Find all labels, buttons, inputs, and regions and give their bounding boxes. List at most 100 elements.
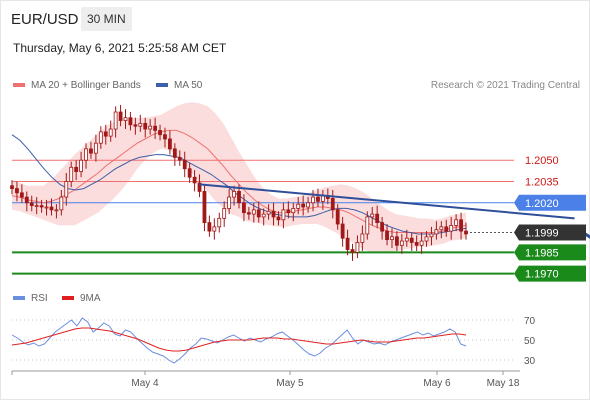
candle-body	[163, 134, 167, 140]
candle-body	[168, 138, 172, 150]
candle-body	[464, 230, 468, 235]
candle-body	[404, 237, 409, 242]
candle-body	[276, 216, 281, 221]
legend-ma50: MA 50	[156, 80, 202, 91]
candle-body	[74, 166, 79, 172]
candle-body	[281, 209, 286, 221]
candle-body	[424, 236, 429, 242]
x-tick-label: May 18	[487, 378, 520, 389]
candle-body	[34, 205, 39, 207]
level-tag-1.1985	[514, 244, 586, 261]
candle-body	[414, 242, 419, 246]
candle-body	[192, 176, 197, 184]
candle-body	[172, 148, 177, 158]
candle-body	[335, 209, 340, 225]
candle-body	[54, 209, 59, 212]
candle-body	[29, 202, 34, 206]
candle-body	[380, 222, 385, 232]
candle-body	[439, 226, 444, 231]
rsi-tick-50: 50	[524, 336, 536, 347]
timeframe-badge[interactable]: 30 MIN	[81, 7, 132, 31]
candle-body	[237, 191, 241, 204]
chart-header: EUR/USD 30 MIN	[0, 0, 590, 36]
candle-body	[375, 213, 380, 224]
rsi-swatch	[13, 296, 25, 301]
candle-body	[419, 240, 424, 246]
level-label-1.2050: 1.2050	[525, 155, 559, 167]
candle-body	[251, 209, 256, 215]
candle-body	[123, 117, 128, 121]
level-label-1.2035: 1.2035	[525, 176, 559, 188]
candle-body	[187, 168, 192, 178]
candle-body	[434, 229, 439, 235]
chart-datetime: Thursday, May 6, 2021 5:25:58 AM CET	[13, 41, 227, 55]
ma20-line	[11, 129, 467, 233]
candle-body	[222, 208, 227, 219]
candle-body	[177, 156, 182, 161]
candle-body	[158, 130, 162, 136]
candle-body	[98, 131, 103, 144]
candle-body	[286, 209, 291, 214]
candle-body	[330, 198, 335, 211]
candle-body	[182, 159, 187, 170]
candle-body	[113, 111, 118, 130]
candle-body	[128, 117, 133, 126]
candle-body	[395, 236, 399, 246]
candle-body	[311, 196, 315, 204]
candle-body	[207, 222, 212, 232]
candle-body	[84, 148, 88, 161]
level-tag-1.2020	[514, 194, 586, 211]
instrument-symbol: EUR/USD	[11, 11, 79, 28]
candle-body	[79, 159, 83, 172]
rsi-ma-line	[11, 327, 467, 352]
candle-body	[365, 216, 370, 235]
ma20-swatch	[13, 83, 25, 88]
candle-body	[19, 192, 24, 198]
candle-body	[44, 206, 49, 209]
x-tick-label: May 6	[423, 378, 451, 389]
candle-body	[202, 191, 207, 224]
candle-body	[444, 226, 449, 232]
candle-body	[103, 131, 108, 137]
candle-body	[49, 206, 54, 211]
candle-body	[118, 111, 123, 121]
ma50-legend-label: MA 50	[174, 80, 203, 91]
candle-body	[345, 237, 350, 250]
candle-body	[133, 124, 138, 127]
level-label-1.2020: 1.2020	[525, 198, 559, 210]
level-label-1.1985: 1.1985	[525, 247, 559, 259]
level-labels-layer: 1.2050 1.2035 1.2020 1.1999 1.1985 1.1970	[514, 155, 586, 282]
candle-body	[212, 226, 217, 232]
candle-body	[227, 196, 232, 209]
candle-body	[197, 182, 202, 192]
candle-body	[449, 225, 454, 232]
x-axis: May 4 May 5 May 6 May 18	[11, 370, 520, 389]
candle-body	[296, 203, 301, 209]
legend-rsi-ma: 9MA	[62, 293, 101, 304]
legend-ma20: MA 20 + Bollinger Bands	[13, 80, 141, 91]
legend-rsi: RSI	[13, 293, 48, 304]
x-tick-label: May 4	[131, 378, 159, 389]
candle-body	[69, 166, 74, 182]
candle-body	[39, 205, 44, 208]
candle-body	[138, 122, 143, 127]
research-credit: Research © 2021 Trading Central	[430, 80, 580, 91]
candle-body	[399, 240, 404, 246]
rsi-legend-label: RSI	[31, 293, 48, 304]
rsi-ma-swatch	[62, 296, 74, 301]
candle-body	[355, 242, 360, 253]
candle-body	[24, 196, 29, 204]
candle-body	[360, 233, 365, 243]
candle-body	[108, 128, 113, 137]
candles-layer	[10, 104, 468, 261]
candle-body	[217, 217, 222, 228]
rsi-tick-30: 30	[524, 356, 536, 367]
candle-body	[143, 122, 148, 130]
ma50-swatch	[156, 83, 168, 88]
candle-body	[148, 125, 153, 130]
candle-body	[291, 208, 296, 214]
candle-body	[390, 236, 394, 241]
x-tick-label: May 5	[276, 378, 304, 389]
candle-body	[340, 223, 345, 239]
